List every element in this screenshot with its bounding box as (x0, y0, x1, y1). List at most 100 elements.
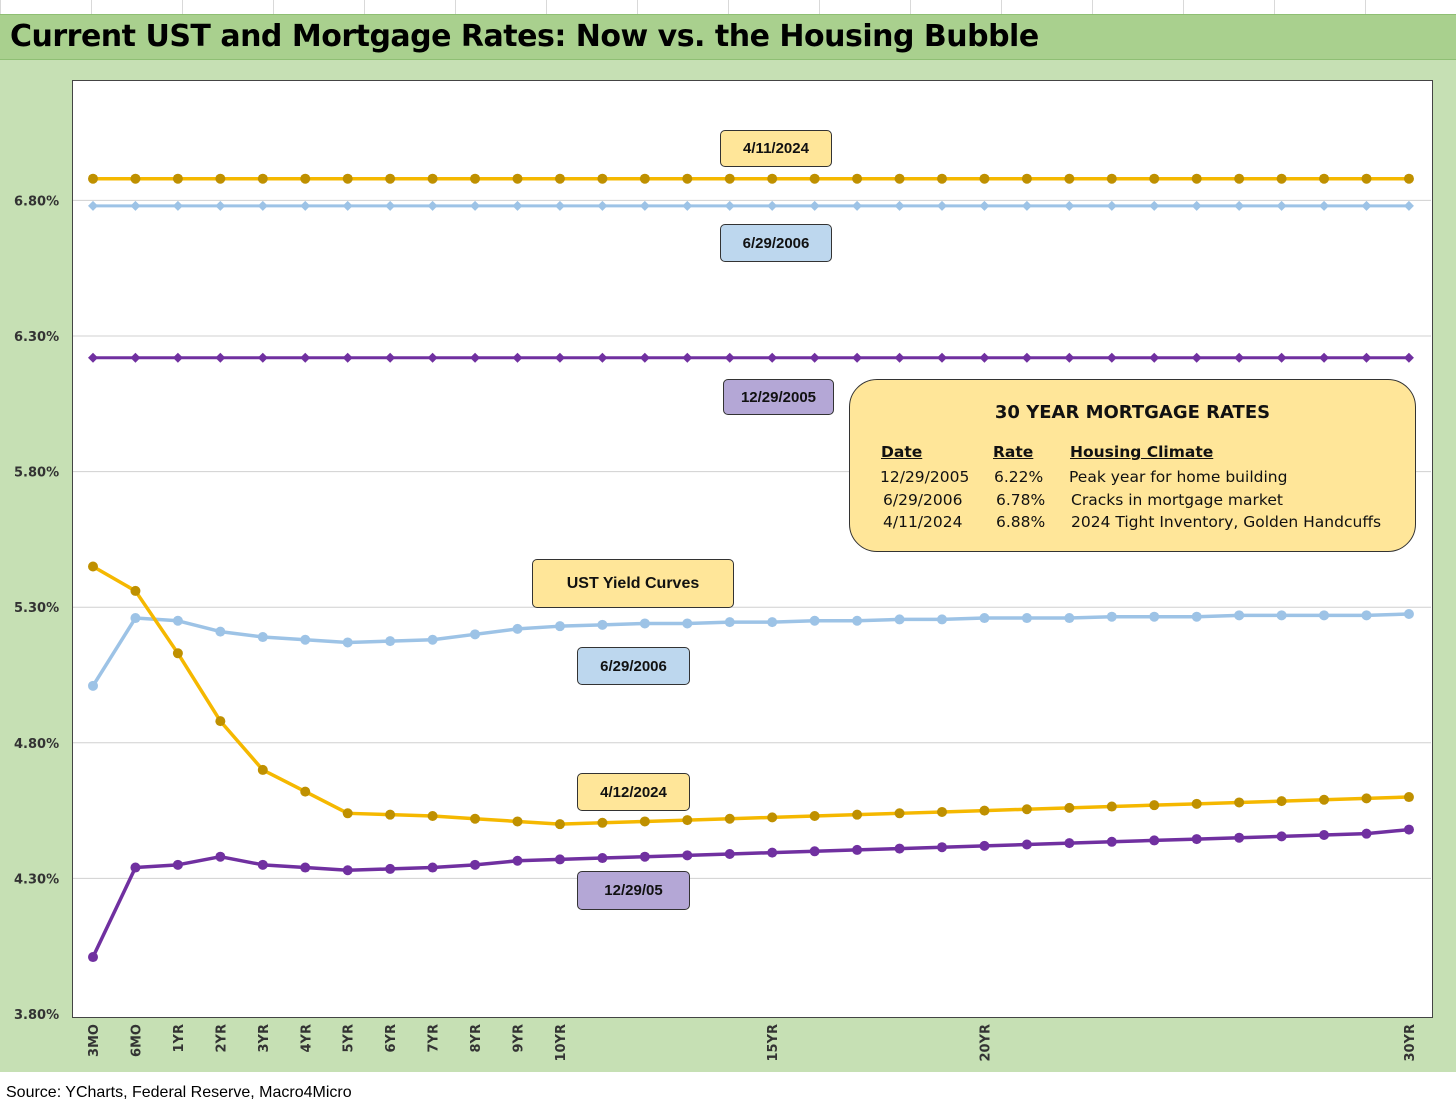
data-point (1064, 802, 1075, 813)
data-point (724, 848, 735, 859)
data-point (88, 561, 98, 572)
data-point (1403, 608, 1414, 619)
data-point (597, 352, 608, 363)
data-point (1234, 610, 1245, 621)
data-point (1149, 173, 1160, 184)
data-point (1361, 793, 1372, 804)
chart-title: Current UST and Mortgage Rates: Now vs. … (10, 19, 1039, 54)
data-point (470, 813, 481, 824)
data-point (979, 840, 990, 851)
data-point (215, 352, 226, 363)
mortgage-table-header-rate: Rate (993, 443, 1034, 461)
data-point (639, 200, 650, 211)
data-point (554, 819, 565, 830)
data-point (427, 352, 438, 363)
data-point (1361, 610, 1372, 621)
data-point (300, 352, 311, 363)
data-point (937, 200, 947, 211)
data-point (1403, 792, 1414, 803)
data-point (1234, 352, 1245, 363)
data-point (554, 621, 565, 632)
data-point (130, 862, 141, 873)
y-tick-label: 6.30% (14, 330, 59, 345)
data-point (342, 637, 353, 648)
callout-ust-title: UST Yield Curves (532, 559, 734, 608)
data-point (88, 680, 98, 691)
mortgage-rates-table: 30 YEAR MORTGAGE RATES Date Rate Housing… (849, 379, 1416, 552)
data-point (1149, 835, 1160, 846)
data-point (1064, 838, 1075, 849)
data-point (1191, 798, 1202, 809)
data-point (809, 846, 820, 857)
data-point (682, 173, 693, 184)
data-point (1403, 824, 1414, 835)
data-point (767, 847, 778, 858)
data-point (1319, 352, 1330, 363)
data-point (639, 851, 650, 862)
data-point (979, 352, 990, 363)
data-point (1106, 611, 1117, 622)
data-point (257, 352, 268, 363)
data-point (300, 634, 311, 645)
data-point (767, 352, 778, 363)
data-point (1234, 173, 1245, 184)
data-point (1106, 801, 1117, 812)
data-point (979, 613, 990, 624)
data-point (809, 200, 820, 211)
y-tick-label: 4.80% (14, 737, 59, 752)
data-point (1191, 200, 1202, 211)
mortgage-table-header-climate: Housing Climate (1070, 443, 1214, 461)
data-point (724, 173, 735, 184)
data-point (385, 863, 396, 874)
data-point (554, 200, 565, 211)
data-point (215, 716, 226, 727)
data-point (470, 352, 481, 363)
data-point (1234, 200, 1245, 211)
data-point (809, 173, 820, 184)
data-point (1106, 173, 1117, 184)
mortgage-table-cell: 6.22% (994, 468, 1044, 486)
data-point (1064, 200, 1075, 211)
data-point (300, 200, 311, 211)
data-point (385, 352, 396, 363)
data-point (767, 173, 778, 184)
data-point (427, 200, 438, 211)
mortgage-table-cell: Peak year for home building (1069, 468, 1288, 486)
data-point (1319, 830, 1330, 841)
data-point (724, 200, 735, 211)
data-point (724, 813, 735, 824)
data-point (979, 805, 990, 816)
data-point (512, 623, 523, 634)
data-point (342, 352, 353, 363)
data-point (1021, 200, 1032, 211)
x-tick-label: 30YR (1403, 1024, 1418, 1062)
data-point (597, 817, 608, 828)
x-tick-label: 3MO (87, 1024, 102, 1057)
data-point (1276, 352, 1287, 363)
data-point (809, 615, 820, 626)
data-point (300, 173, 311, 184)
x-tick-label: 8YR (469, 1024, 484, 1052)
data-point (1149, 611, 1160, 622)
x-tick-label: 2YR (214, 1024, 229, 1052)
data-point (597, 619, 608, 630)
data-point (1149, 352, 1160, 363)
callout-ust-2005: 12/29/05 (577, 871, 690, 910)
data-point (852, 352, 863, 363)
data-point (682, 200, 693, 211)
mortgage-table-cell: 4/11/2024 (883, 513, 963, 531)
data-point (1106, 200, 1117, 211)
data-point (724, 352, 735, 363)
data-point (852, 173, 863, 184)
y-tick-label: 4.30% (14, 872, 59, 887)
callout-mortgage-2024: 4/11/2024 (720, 130, 832, 167)
data-point (937, 614, 947, 625)
data-point (1276, 200, 1287, 211)
data-point (639, 816, 650, 827)
data-point (1191, 834, 1202, 845)
data-point (1403, 200, 1414, 211)
data-point (1149, 200, 1160, 211)
data-point (1276, 173, 1287, 184)
data-point (172, 173, 183, 184)
mortgage-table-title: 30 YEAR MORTGAGE RATES (994, 402, 1271, 423)
